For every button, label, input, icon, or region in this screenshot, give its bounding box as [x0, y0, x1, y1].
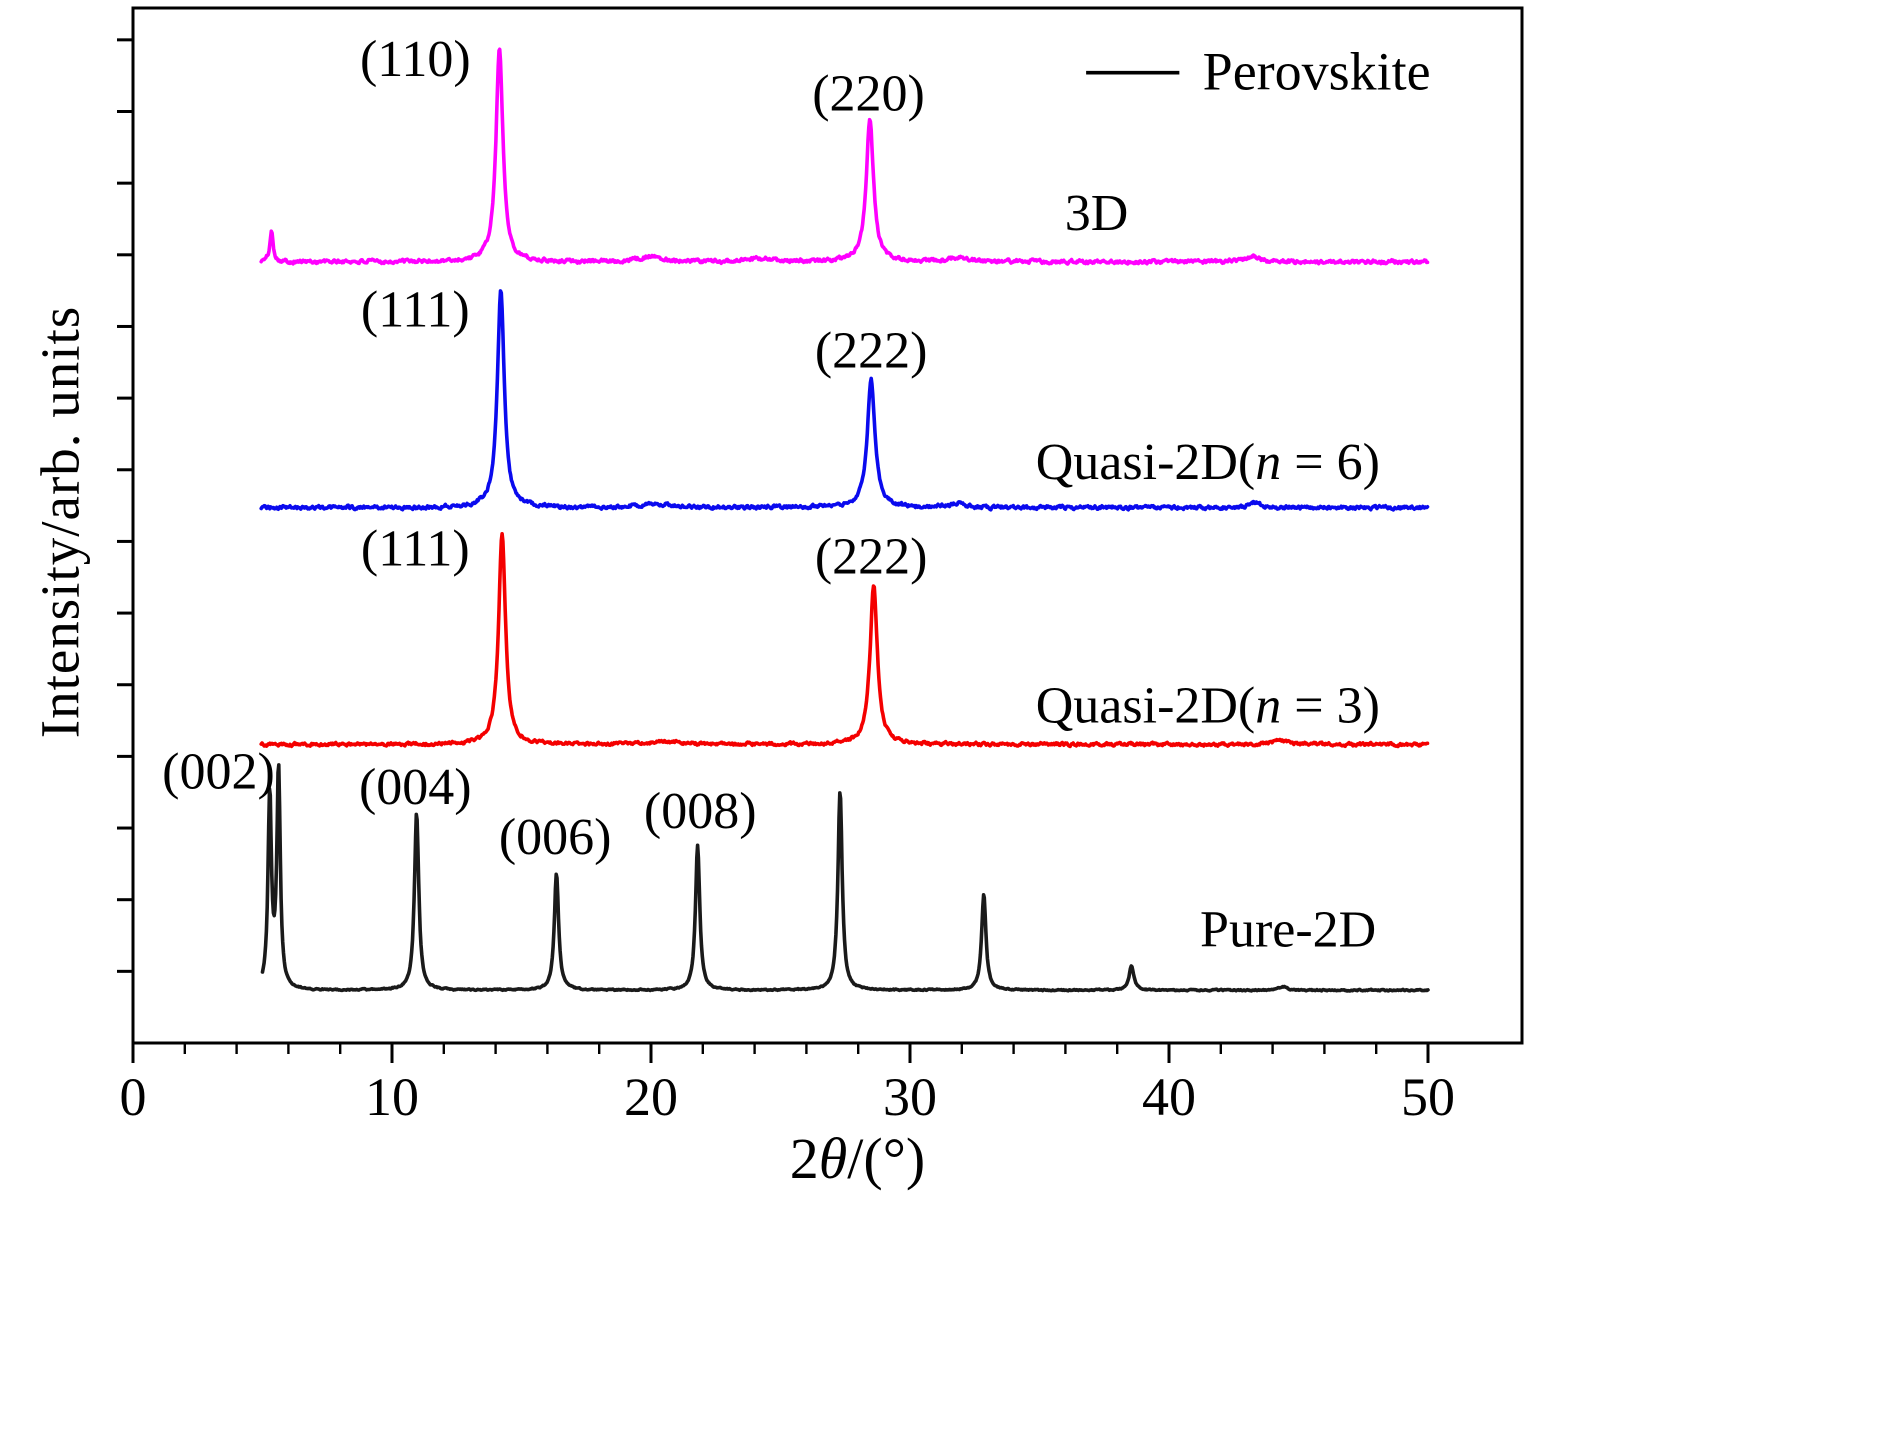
- x-axis-label: 2θ/(°): [790, 1126, 925, 1191]
- plot-border: [131, 6, 1524, 1045]
- peak-label: (220): [812, 66, 925, 123]
- peak-label: (004): [359, 759, 472, 816]
- trace-label: Quasi-2D(n = 6): [1036, 434, 1380, 491]
- x-tick-label: 10: [365, 1067, 419, 1127]
- trace-label: Quasi-2D(n = 3): [1036, 678, 1380, 735]
- peak-label: (111): [361, 282, 470, 339]
- x-tick-label: 20: [624, 1067, 678, 1127]
- x-tick-label: 50: [1401, 1067, 1455, 1127]
- y-axis-label: Intensity/arb. units: [29, 305, 91, 739]
- peak-label: (002): [162, 743, 275, 800]
- trace-3d: [259, 47, 1430, 266]
- peak-label: (110): [360, 31, 471, 88]
- trace-label: Pure-2D: [1200, 902, 1376, 959]
- peak-label: (111): [361, 520, 470, 577]
- peak-label: (222): [815, 322, 928, 379]
- x-tick-label: 40: [1142, 1067, 1196, 1127]
- peak-label: (222): [815, 528, 928, 585]
- peak-label: (008): [644, 783, 757, 840]
- trace-quasi-2d-n-6: [259, 289, 1430, 512]
- peak-label: (006): [499, 809, 612, 866]
- legend-label: Perovskite: [1203, 42, 1431, 102]
- trace-pure-2d: [260, 763, 1430, 993]
- trace-quasi-2d-n-3: [259, 531, 1430, 749]
- x-tick-label: 0: [120, 1067, 147, 1127]
- x-tick-label: 30: [883, 1067, 937, 1127]
- trace-label: 3D: [1065, 185, 1129, 242]
